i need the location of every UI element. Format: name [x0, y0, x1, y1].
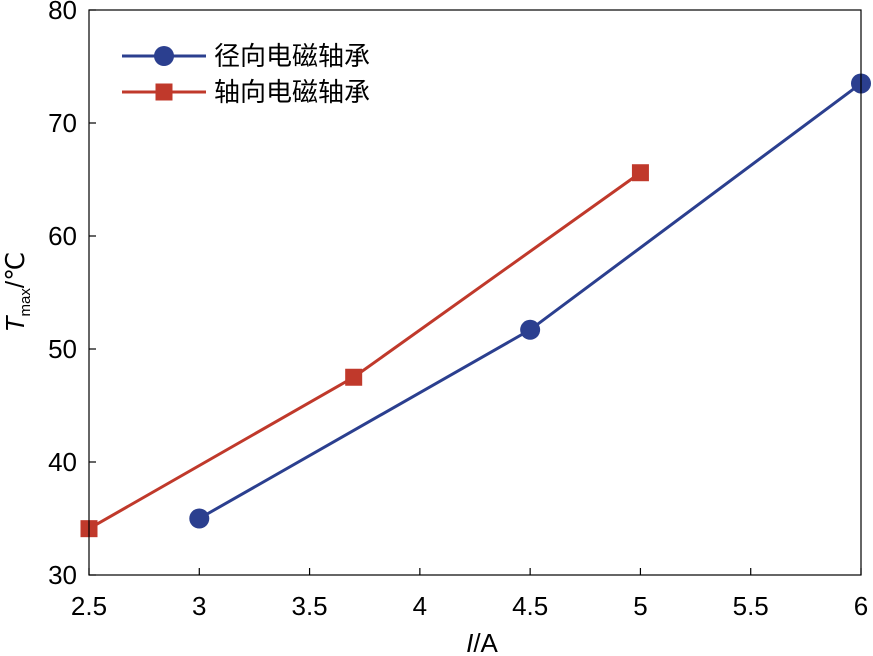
y-axis: 30 40 50 60 70 80 — [48, 0, 96, 590]
series-line-2 — [88, 171, 642, 530]
y-axis-label-unit: /℃ — [0, 252, 30, 288]
data-point — [345, 368, 363, 386]
data-point — [189, 508, 210, 529]
y-tick-label: 50 — [48, 334, 77, 364]
data-point — [520, 319, 541, 340]
legend-marker-2 — [155, 83, 173, 101]
legend-label-1: 径向电磁轴承 — [214, 41, 370, 71]
x-axis-label: I/A — [466, 628, 498, 656]
y-tick-label: 30 — [48, 560, 77, 590]
x-tick-label: 4 — [413, 591, 427, 621]
y-tick-label: 40 — [48, 447, 77, 477]
x-tick-label: 3 — [192, 591, 206, 621]
y-tick-label: 60 — [48, 221, 77, 251]
x-tick-label: 5.5 — [733, 591, 769, 621]
series-layer — [80, 73, 871, 538]
x-axis-label-var: I — [466, 628, 473, 656]
x-axis: 2.5 3 3.5 4 4.5 5 5.5 6 — [71, 568, 868, 621]
x-tick-label: 6 — [854, 591, 868, 621]
x-tick-label: 5 — [633, 591, 647, 621]
y-axis-label: Tmax/℃ — [0, 252, 34, 333]
y-axis-label-sub: max — [17, 288, 34, 317]
plot-frame — [88, 9, 862, 576]
x-tick-label: 3.5 — [291, 591, 327, 621]
x-tick-label: 4.5 — [512, 591, 548, 621]
y-tick-label: 80 — [48, 0, 77, 25]
x-tick-label: 2.5 — [71, 591, 107, 621]
x-axis-label-unit: /A — [473, 628, 498, 656]
legend-marker-1 — [154, 46, 174, 66]
y-axis-label-var: T — [0, 314, 30, 332]
legend-label-2: 轴向电磁轴承 — [214, 77, 370, 107]
y-tick-label: 70 — [48, 108, 77, 138]
series-line-1 — [198, 82, 862, 520]
data-point — [631, 164, 649, 182]
